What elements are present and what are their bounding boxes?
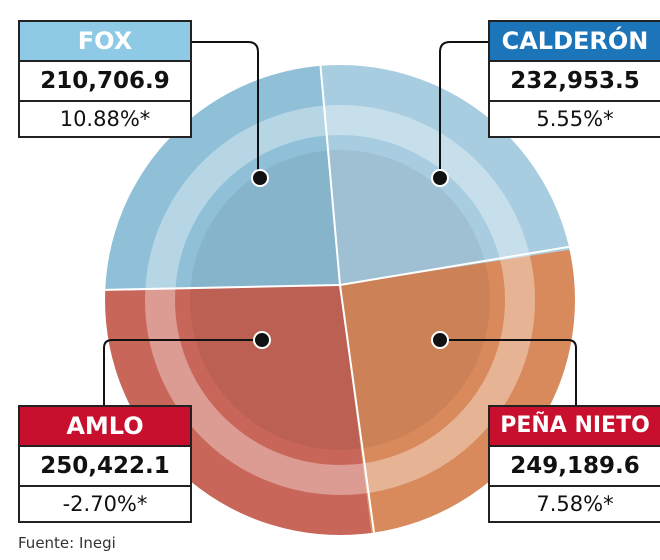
panel: AMLO 250,422.1 -2.70%* — [18, 405, 192, 523]
panel-change: 7.58%* — [490, 487, 660, 521]
panel-value: 249,189.6 — [490, 447, 660, 487]
panel-change: -2.70%* — [20, 487, 190, 521]
panel-change: 5.55%* — [490, 102, 660, 136]
panel: CALDERÓN 232,953.5 5.55%* — [488, 20, 660, 138]
panel: FOX 210,706.9 10.88%* — [18, 20, 192, 138]
panel-name: AMLO — [20, 407, 190, 447]
panel-name: FOX — [20, 22, 190, 62]
panel-value: 250,422.1 — [20, 447, 190, 487]
panel-value: 210,706.9 — [20, 62, 190, 102]
panel-value: 232,953.5 — [490, 62, 660, 102]
panel-change: 10.88%* — [20, 102, 190, 136]
infographic: FOX 210,706.9 10.88%* CALDERÓN 232,953.5… — [0, 0, 660, 560]
panel: PEÑA NIETO 249,189.6 7.58%* — [488, 405, 660, 523]
panel-name: PEÑA NIETO — [490, 407, 660, 447]
panel-name: CALDERÓN — [490, 22, 660, 62]
source: Fuente: Inegi — [18, 534, 116, 552]
